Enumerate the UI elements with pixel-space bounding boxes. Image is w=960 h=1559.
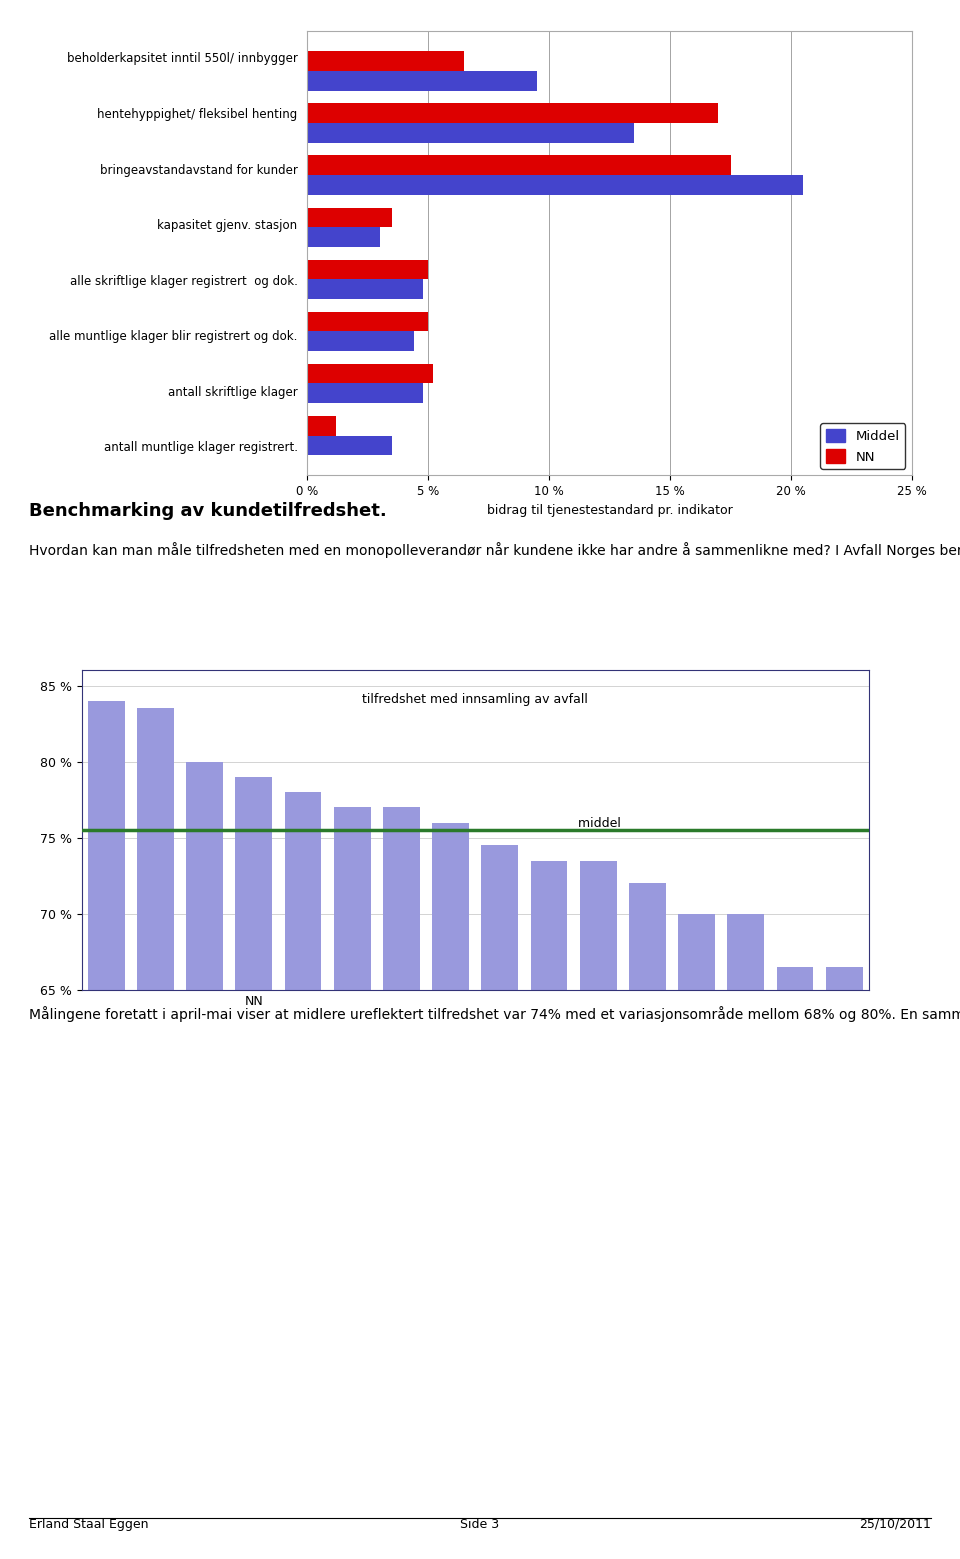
Bar [307, 175, 804, 195]
Bar [307, 332, 414, 351]
Legend: Middel, NN: Middel, NN [821, 424, 905, 469]
Bar [307, 384, 423, 404]
Text: antall muntlige klager registrert.: antall muntlige klager registrert. [104, 441, 298, 454]
Bar [307, 260, 428, 279]
Text: alle skriftlige klager registrert  og dok.: alle skriftlige klager registrert og dok… [70, 274, 298, 287]
Bar [235, 776, 273, 1559]
Bar [678, 914, 715, 1559]
Bar [307, 363, 433, 384]
Text: alle muntlige klager blir registrert og dok.: alle muntlige klager blir registrert og … [49, 331, 298, 343]
Text: kapasitet gjenv. stasjon: kapasitet gjenv. stasjon [157, 220, 298, 232]
Text: tilfredshet med innsamling av avfall: tilfredshet med innsamling av avfall [362, 692, 588, 706]
Bar [826, 967, 863, 1559]
Bar [307, 51, 465, 72]
Bar [777, 967, 813, 1559]
Text: Erland Staal Eggen: Erland Staal Eggen [29, 1518, 148, 1531]
Text: 25/10/2011: 25/10/2011 [859, 1518, 931, 1531]
Bar [307, 103, 718, 123]
Bar [307, 123, 634, 143]
X-axis label: bidrag til tjenestestandard pr. indikator: bidrag til tjenestestandard pr. indikato… [487, 504, 732, 516]
Bar [531, 861, 567, 1559]
Bar [307, 72, 537, 90]
Text: Benchmarking av kundetilfredshet.: Benchmarking av kundetilfredshet. [29, 502, 387, 521]
Bar [137, 708, 174, 1559]
Bar [334, 808, 371, 1559]
Text: Side 3: Side 3 [461, 1518, 499, 1531]
Bar [284, 792, 322, 1559]
Bar [307, 279, 423, 299]
Bar [307, 156, 731, 175]
Text: hentehyppighet/ fleksibel henting: hentehyppighet/ fleksibel henting [97, 108, 298, 122]
Text: antall skriftlige klager: antall skriftlige klager [168, 385, 298, 399]
Bar [432, 823, 469, 1559]
Bar [307, 416, 336, 435]
Bar [383, 808, 420, 1559]
Bar [186, 762, 223, 1559]
Bar [307, 312, 428, 332]
Bar [307, 435, 392, 455]
Bar [580, 861, 616, 1559]
Bar [307, 207, 392, 228]
Text: NN: NN [245, 995, 263, 1007]
Bar [728, 914, 764, 1559]
Text: middel: middel [569, 817, 620, 829]
Text: bringeavstandavstand for kunder: bringeavstandavstand for kunder [100, 164, 298, 176]
Text: Hvordan kan man måle tilfredsheten med en monopolleverandør når kundene ikke har: Hvordan kan man måle tilfredsheten med e… [29, 543, 960, 558]
Text: Målingene foretatt i april-mai viser at midlere ureflektert tilfredshet var 74% : Målingene foretatt i april-mai viser at … [29, 1006, 960, 1021]
Bar [307, 228, 380, 246]
Bar [481, 845, 518, 1559]
Bar [629, 884, 666, 1559]
Bar [87, 702, 125, 1559]
Text: beholderkapsitet inntil 550l/ innbygger: beholderkapsitet inntil 550l/ innbygger [67, 53, 298, 65]
